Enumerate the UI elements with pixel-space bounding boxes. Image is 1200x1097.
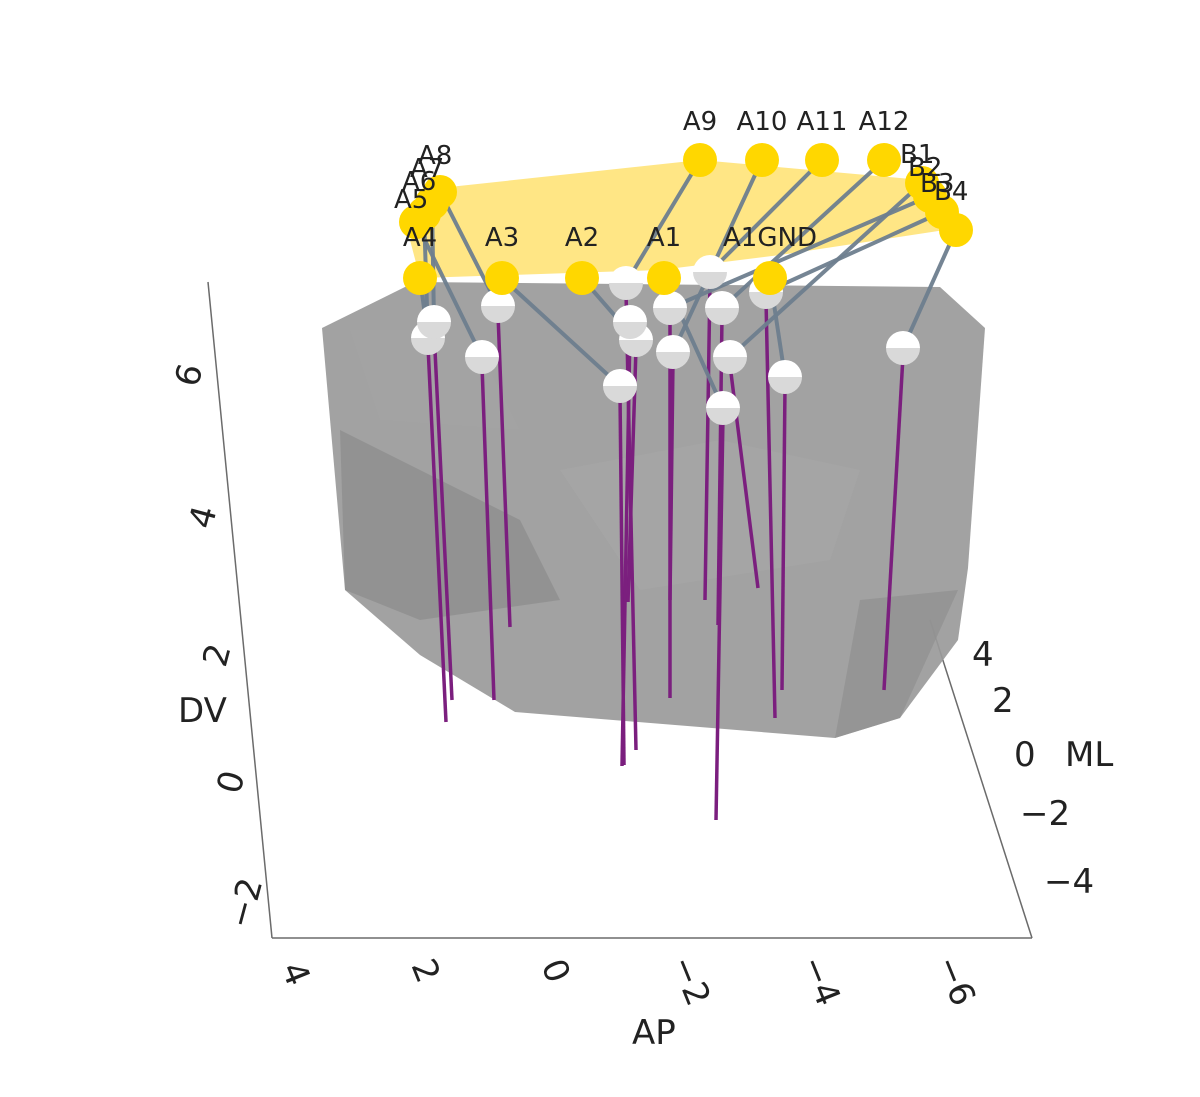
headstage-pad [805,143,839,177]
headstage-pad [745,143,779,177]
connection-wire [708,158,824,274]
ml-axis-title: ML [1065,735,1113,775]
electrode-shaft [496,313,512,628]
pad-label: B4 [934,177,968,207]
pad-label: A5 [394,185,428,215]
pad-label: B2 [908,153,942,183]
ml-tick-label: 2 [992,681,1014,721]
electrode-tip [609,266,643,300]
pad-label: A8 [418,141,452,171]
connection-wires [414,158,958,409]
headstage-pad [683,143,717,177]
ml-tick-label: −4 [1044,862,1094,902]
ml-tick-label: 0 [1014,735,1036,775]
connection-wire [624,158,702,285]
ml-tick-label: −2 [1020,794,1070,834]
brain-surface-facet [835,590,958,738]
headstage-pad [565,261,599,295]
dv-tick-label: 4 [181,502,225,533]
dv-tick-label: −2 [220,874,272,933]
ap-tick-label: 4 [273,956,318,991]
dv-tick-label: 6 [167,360,211,391]
electrode-shaft [764,299,777,719]
axis-frame [207,281,1033,939]
electrode-shaft [714,415,725,821]
ap-tick-label: 2 [403,953,448,988]
headstage-pad [867,143,901,177]
ml-tick-labels: 4 2 0 −2 −4 [972,635,1094,902]
electrode-tip [465,340,499,374]
electrode-tip [886,331,920,365]
pad-label: A12 [859,107,910,137]
headstage-pad [399,205,433,239]
ap-tick-label: −2 [662,950,718,1011]
electrode-shaft [480,364,496,701]
brain-surface [322,282,985,738]
headstage-pad [403,261,437,295]
electrode-tip [693,255,727,289]
ml-tick-label: 4 [972,635,994,675]
pad-label: A1 [647,223,681,253]
pad-label: A10 [737,107,788,137]
headstage-pad [939,213,973,247]
electrode-tip [417,305,451,339]
connection-wire [901,229,958,349]
dv-tick-labels: 6 4 2 0 −2 [167,360,271,933]
ap-tick-label: −6 [927,950,983,1011]
pad-label: A3 [485,223,519,253]
headstage-pad [485,261,519,295]
headstage-plate [410,160,958,278]
pad-label: A6 [402,167,436,197]
electrode-shaft [620,329,632,767]
pad-label: A7 [410,154,444,184]
electrode-tip [603,369,637,403]
electrode-tip [768,360,802,394]
electrode-tip [656,335,690,369]
brain-surface-facet [340,430,560,620]
pad-label: A9 [683,107,717,137]
connection-wire [720,158,886,310]
pad-label: B3 [920,169,954,199]
ap-tick-label: −4 [792,950,848,1011]
electrode-shaft [668,359,675,601]
pad-label: B1 [900,140,934,170]
electrode-tip [613,305,647,339]
connection-wire [500,276,622,388]
electrode-shaft [882,355,905,691]
ap-axis-title: AP [632,1013,676,1053]
ap-tick-label: 0 [533,953,578,988]
connection-wire [669,194,931,310]
connection-wire [765,210,943,294]
dv-tick-label: 2 [195,640,239,671]
electrode-shaft [426,345,448,723]
headstage-pad [647,261,681,295]
electrode-shaft [703,279,712,601]
connection-wire [414,221,484,358]
electrode-tip [653,291,687,325]
electrode-tip [713,340,747,374]
headstage-pad [753,261,787,295]
dv-axis-line [207,281,273,939]
electrode-tip [705,291,739,325]
dv-tick-label: 0 [209,767,253,798]
pad-label: A11 [797,107,848,137]
dv-axis-title: DV [178,691,227,731]
pad-label: A2 [565,223,599,253]
ml-axis-line [929,619,1033,939]
electrode-tip [706,391,740,425]
connection-wire [671,159,764,353]
electrode-shaft [432,329,454,701]
ap-tick-labels: 4 2 0 −2 −4 −6 [273,950,984,1011]
electrode-shaft [780,384,787,691]
pad-label: A4 [403,223,437,253]
pad-label: A1GND [723,223,817,253]
